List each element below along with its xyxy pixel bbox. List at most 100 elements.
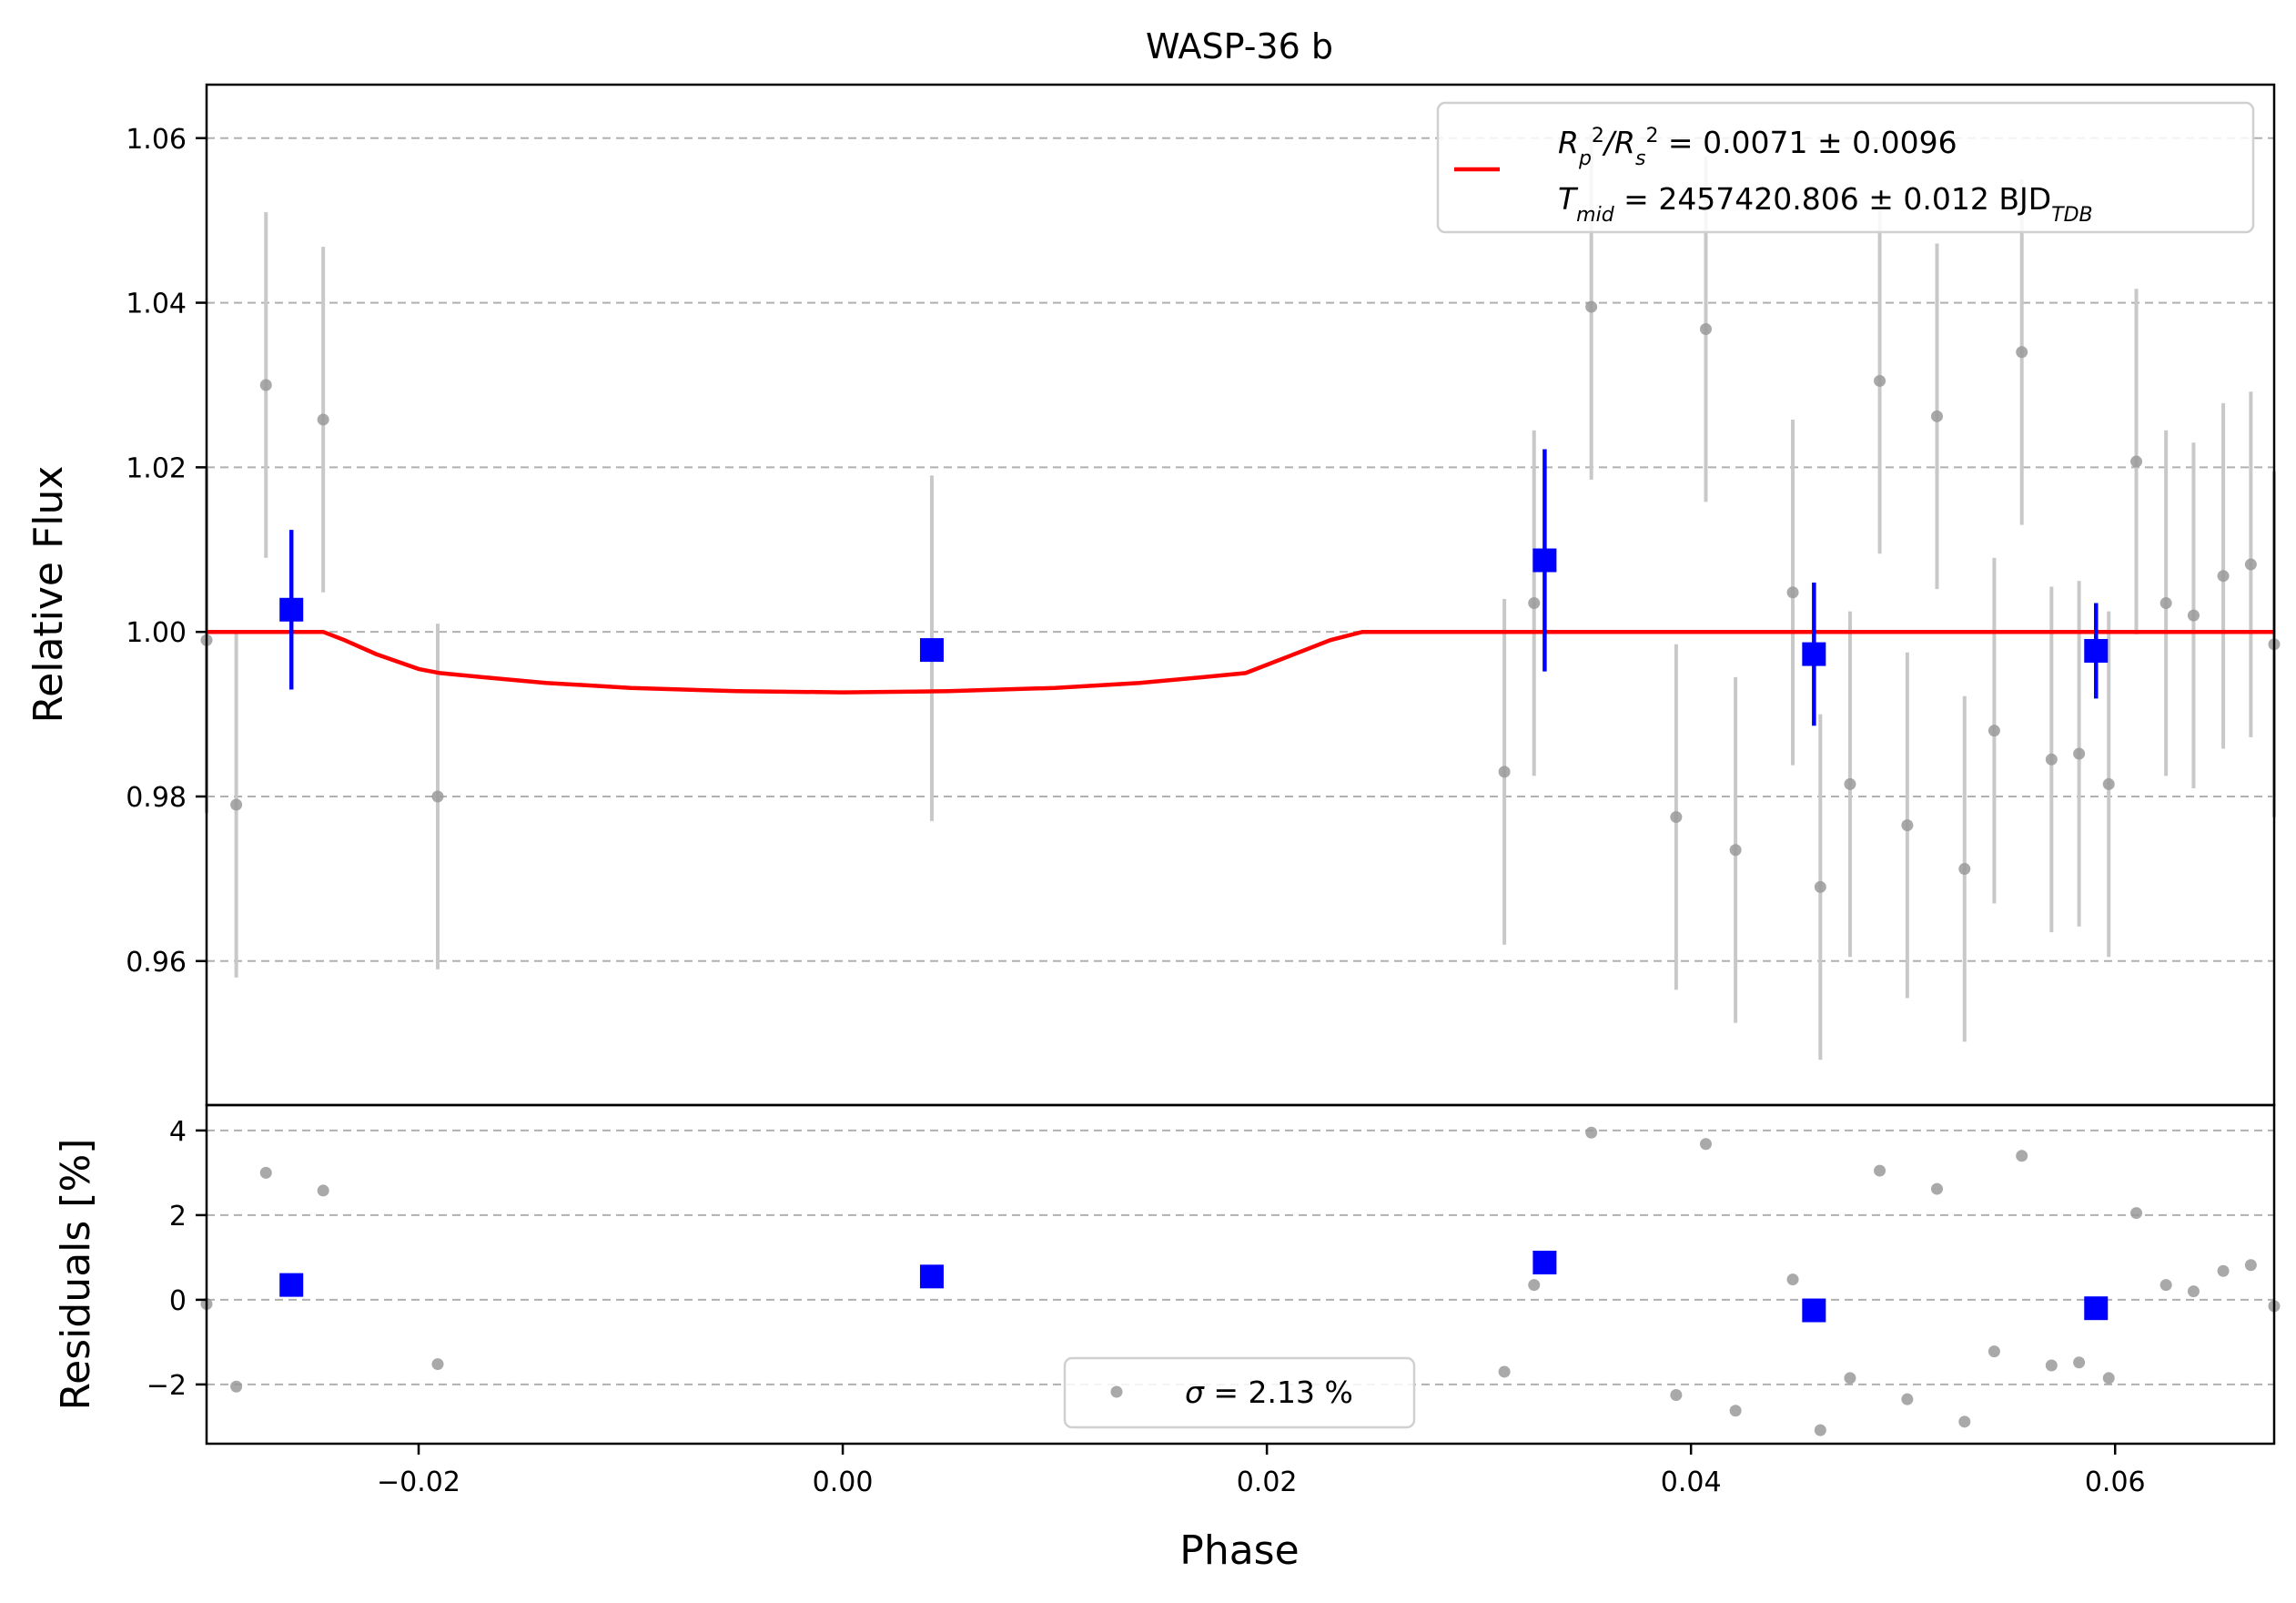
raw-data-point (1958, 863, 1971, 876)
bottom-panel-grid (207, 1129, 2274, 1385)
raw-data-point (1729, 844, 1742, 857)
x-axis-label: Phase (1179, 1527, 1299, 1574)
binned-residual-point (2084, 1296, 2109, 1321)
residual-point (259, 1166, 272, 1179)
raw-data-point (1901, 819, 1914, 832)
legend-rs-superscript: 2 (1645, 125, 1658, 147)
binned-data-point (1802, 642, 1826, 666)
residual-point (317, 1184, 329, 1197)
residual-point (230, 1380, 243, 1393)
top-y-tick-label: 0.96 (126, 947, 187, 979)
residual-point (1585, 1126, 1598, 1139)
top-y-ticks: 0.96 0.98 1.00 1.02 1.04 1.06 (126, 124, 207, 979)
raw-data-point (317, 413, 329, 426)
bottom-legend-box (1063, 1356, 1416, 1429)
residual-point (1874, 1164, 1886, 1177)
top-y-tick-label: 1.04 (126, 289, 187, 320)
residual-point (1528, 1279, 1541, 1292)
legend-rp-value: = 0.0071 ± 0.0096 (1658, 125, 1957, 160)
raw-data-point (2217, 570, 2230, 583)
top-y-axis-label: Relative Flux (25, 466, 72, 724)
bottom-binned-points (279, 1250, 2109, 1323)
residual-point (1729, 1405, 1742, 1417)
bottom-y-tick-label: −2 (147, 1370, 187, 1402)
binned-residual-point (1532, 1250, 1557, 1274)
raw-data-point (1528, 597, 1541, 610)
bottom-y-axis-label: Residuals [%] (53, 1139, 99, 1411)
bottom-legend: σ = 2.13 % (1063, 1356, 1416, 1429)
residual-point (2045, 1359, 2058, 1372)
x-tick-label: 0.00 (813, 1466, 874, 1498)
raw-data-point (2187, 609, 2200, 622)
bottom-y-tick-label: 4 (169, 1116, 187, 1148)
residual-point (2187, 1285, 2200, 1298)
binned-residual-point (919, 1264, 944, 1289)
legend-rs-subscript: s (1635, 147, 1645, 170)
legend-rp-rs-entry: Rp2/Rs2 = 0.0071 ± 0.0096 (1558, 125, 1957, 170)
residual-point (431, 1358, 444, 1371)
legend-sigma-value: = 2.13 % (1204, 1375, 1353, 1410)
raw-data-point (2130, 455, 2143, 468)
bottom-y-ticks: −2 0 2 4 (147, 1116, 207, 1402)
raw-data-point (1786, 586, 1799, 599)
raw-data-point (2016, 346, 2028, 359)
legend-tmid-symbol: T (1558, 181, 1579, 217)
legend-tmid-value: = 2457420.806 ± 0.012 BJD (1614, 181, 2051, 217)
raw-data-point (230, 798, 243, 811)
bottom-raw-points (200, 1126, 2281, 1436)
x-tick-label: −0.02 (377, 1466, 460, 1498)
legend-tmid-subscript: mid (1576, 204, 1615, 227)
residual-point (1988, 1345, 2000, 1358)
x-tick-label: 0.04 (1661, 1466, 1722, 1498)
raw-data-point (1699, 322, 1712, 335)
legend-rp-symbol: R (1558, 125, 1579, 160)
residual-point (2102, 1372, 2115, 1385)
transit-model-curve (207, 629, 2274, 695)
raw-data-point (259, 379, 272, 391)
chart-title: WASP-36 b (1146, 26, 1333, 66)
residual-point (2217, 1264, 2230, 1277)
binned-residual-point (1802, 1298, 1826, 1323)
legend-rp-superscript: 2 (1592, 125, 1604, 147)
legend-rp-subscript: p (1578, 147, 1592, 170)
residual-point (2159, 1279, 2172, 1292)
raw-data-point (1670, 811, 1683, 824)
residual-point (2016, 1150, 2028, 1162)
raw-data-point (1988, 725, 2000, 737)
raw-data-point (2102, 777, 2115, 790)
legend-residual-marker (1110, 1385, 1123, 1398)
residual-point (1670, 1389, 1683, 1402)
raw-data-point (2073, 747, 2086, 760)
raw-data-point (2244, 558, 2257, 571)
binned-data-point (1532, 548, 1557, 573)
raw-data-point (1498, 766, 1511, 778)
residual-point (1786, 1273, 1799, 1286)
top-legend-box (1436, 101, 2255, 234)
residual-point (1498, 1365, 1511, 1378)
legend-sigma-entry: σ = 2.13 % (1185, 1375, 1353, 1410)
x-tick-label: 0.02 (1237, 1466, 1298, 1498)
residual-point (1930, 1182, 1943, 1195)
raw-data-point (2045, 753, 2058, 766)
residual-point (2073, 1356, 2086, 1369)
x-tick-label: 0.06 (2085, 1466, 2146, 1498)
x-axis-ticks: −0.02 0.00 0.02 0.04 0.06 (377, 1444, 2146, 1498)
bottom-y-tick-label: 2 (169, 1201, 187, 1233)
legend-tmid-unit-subscript: TDB (2051, 204, 2092, 227)
residual-point (2244, 1259, 2257, 1272)
binned-residual-point (279, 1273, 304, 1297)
legend-sigma-symbol: σ (1185, 1375, 1205, 1410)
top-y-tick-label: 1.06 (126, 124, 187, 156)
residual-point (2130, 1207, 2143, 1220)
binned-data-point (2084, 638, 2109, 663)
binned-data-point (919, 638, 944, 663)
residual-point (1958, 1415, 1971, 1428)
raw-data-point (431, 790, 444, 803)
raw-data-point (1814, 880, 1826, 893)
top-legend: Rp2/Rs2 = 0.0071 ± 0.0096 Tmid = 2457420… (1436, 101, 2255, 234)
bottom-y-tick-label: 0 (169, 1285, 187, 1317)
binned-data-point (279, 597, 304, 622)
residual-point (1901, 1393, 1914, 1405)
